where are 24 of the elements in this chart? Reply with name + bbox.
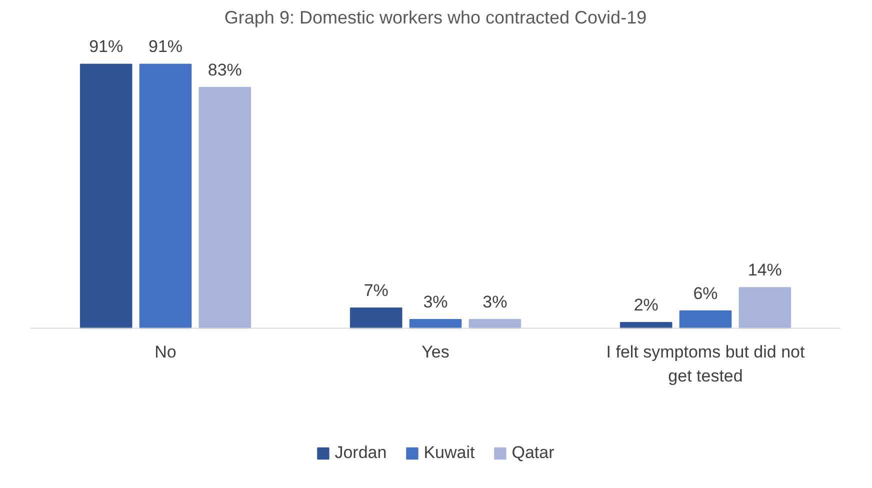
bar [198,86,252,329]
bar [80,64,132,329]
data-label: 83% [208,60,242,80]
data-label: 14% [748,260,782,280]
bar [350,307,402,329]
data-label: 91% [89,37,124,56]
data-label: 7% [364,280,388,300]
data-label: 6% [693,284,718,303]
bar [468,319,522,329]
data-label: 91% [148,37,183,56]
bar [409,319,462,329]
legend-label: Jordan [334,443,387,463]
x-tick-label: No [154,342,176,362]
data-label: 3% [482,292,508,312]
data-label: 3% [423,292,448,312]
x-tick-label: Yes [422,342,450,362]
bar [738,287,792,329]
bar [679,310,732,329]
bar [139,64,192,329]
chart-title: Graph 9: Domestic workers who contracted Covid-19 [224,8,647,28]
legend-label: Kuwait [424,443,475,463]
data-label: 2% [634,295,658,314]
x-tick-label: I felt symptoms but did not get tested [606,342,805,386]
legend-label: Qatar [512,443,554,463]
